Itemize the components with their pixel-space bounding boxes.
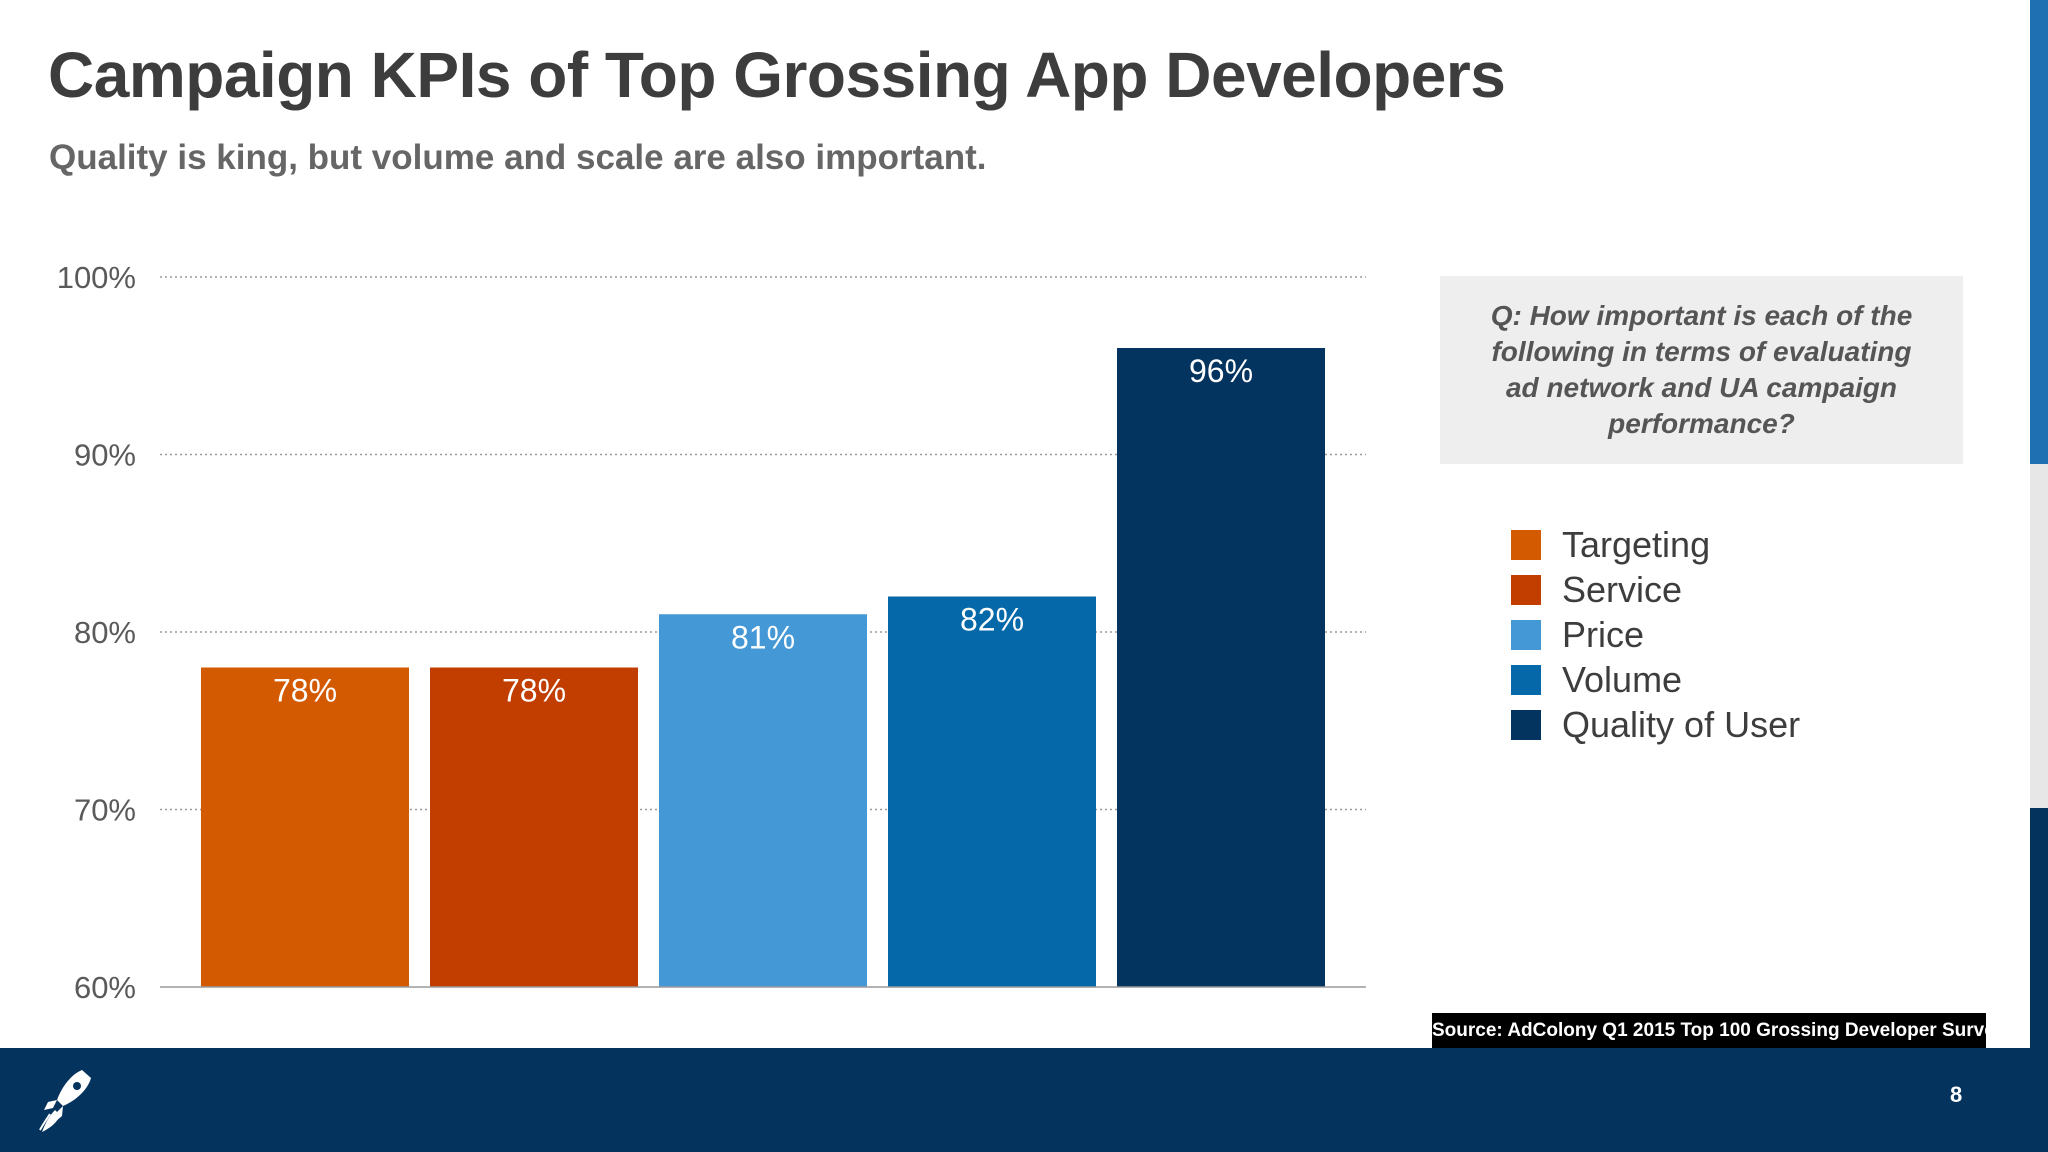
bar-volume [888, 596, 1096, 987]
legend-item: Service [1511, 567, 1800, 612]
bar-value-label: 82% [960, 602, 1024, 638]
bar-price [659, 614, 867, 987]
bars [201, 348, 1325, 987]
y-axis-tick-label: 90% [74, 438, 136, 473]
legend-label: Volume [1562, 658, 1683, 700]
y-axis-tick-label: 60% [74, 970, 136, 1005]
legend-swatch [1511, 574, 1541, 605]
legend-label: Service [1562, 568, 1683, 610]
survey-question-text: Q: How important is each of the followin… [1490, 300, 1913, 439]
y-axis-tick-label: 80% [74, 615, 136, 650]
bar-chart: 60% 70% 80% 90% 100% 78% 78% 81% 82% 96% [57, 260, 1366, 1005]
side-accent-bar [2030, 808, 2048, 1048]
y-axis-tick-labels: 60% 70% 80% 90% 100% [57, 260, 136, 1005]
bar-value-label: 81% [731, 619, 795, 655]
y-axis-tick-label: 100% [57, 260, 136, 295]
footer-bar: 8 [0, 1048, 2048, 1152]
bar-value-labels: 78% 78% 81% 82% 96% [273, 353, 1253, 709]
legend-swatch [1511, 619, 1541, 650]
legend-item: Targeting [1511, 522, 1800, 567]
chart-legend: Targeting Service Price Volume Quality of Us… [1511, 522, 1800, 747]
legend-label: Price [1562, 613, 1645, 655]
side-accent-bar [2030, 0, 2048, 464]
legend-swatch [1511, 709, 1541, 740]
legend-item: Quality of User [1511, 702, 1800, 747]
bar-targeting [201, 667, 409, 987]
legend-label: Targeting [1562, 523, 1711, 565]
bar-quality-of-user [1117, 348, 1325, 987]
legend-label: Quality of User [1562, 703, 1801, 745]
slide-subtitle: Quality is king, but volume and scale ar… [49, 138, 987, 177]
y-axis-tick-label: 70% [74, 793, 136, 828]
bar-value-label: 78% [273, 673, 337, 709]
slide-title: Campaign KPIs of Top Grossing App Develo… [48, 39, 1506, 111]
survey-question-box: Q: How important is each of the followin… [1440, 276, 1963, 464]
legend-swatch [1511, 664, 1541, 695]
legend-item: Price [1511, 612, 1800, 657]
bar-service [430, 667, 638, 987]
rocket-logo-icon [39, 1070, 91, 1132]
bar-value-label: 78% [502, 673, 566, 709]
page-number: 8 [1950, 1082, 1963, 1107]
legend-swatch [1511, 529, 1541, 560]
side-accent-bar [2030, 464, 2048, 808]
source-citation: Source: AdColony Q1 2015 Top 100 Grossin… [1432, 1013, 2005, 1049]
bar-value-label: 96% [1189, 353, 1253, 389]
legend-item: Volume [1511, 657, 1800, 702]
